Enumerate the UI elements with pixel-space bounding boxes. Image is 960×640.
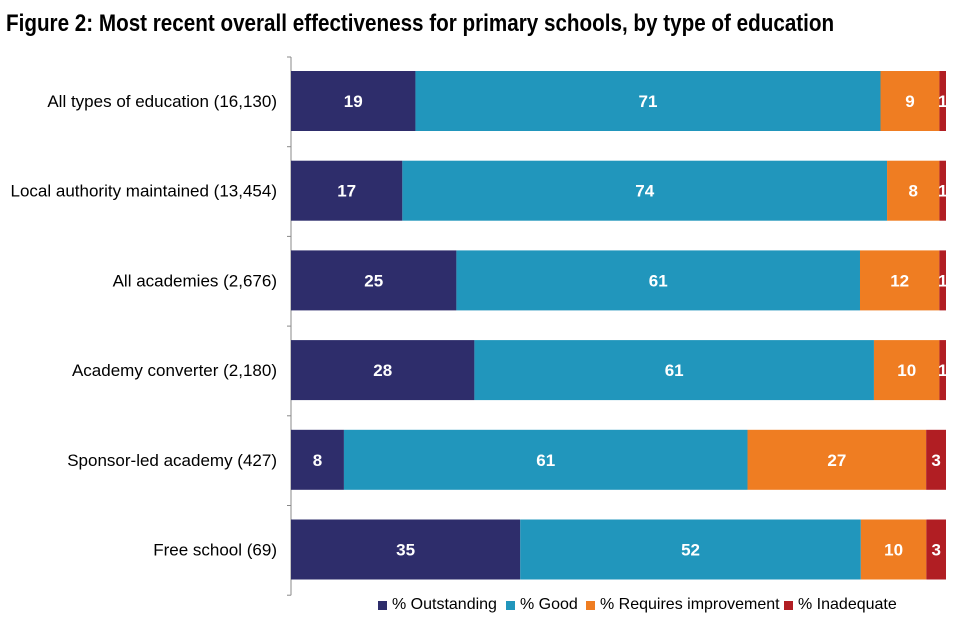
chart-title: Figure 2: Most recent overall effectiven… bbox=[6, 10, 835, 37]
bar-segment-requires_improvement bbox=[860, 519, 927, 580]
data-label-good: 61 bbox=[665, 361, 684, 380]
data-label-inadequate: 1 bbox=[938, 271, 947, 290]
category-label: All types of education (16,130) bbox=[47, 92, 277, 111]
category-label: Sponsor-led academy (427) bbox=[67, 451, 277, 470]
data-label-requires_improvement: 10 bbox=[897, 361, 916, 380]
data-label-requires_improvement: 9 bbox=[905, 92, 914, 111]
legend-swatch bbox=[784, 600, 793, 610]
data-label-outstanding: 28 bbox=[373, 361, 392, 380]
bar-segment-outstanding bbox=[291, 250, 457, 311]
bar-segment-inadequate bbox=[939, 250, 946, 311]
bar-segment-outstanding bbox=[291, 71, 416, 131]
bar-segment-inadequate bbox=[939, 160, 946, 221]
legend-item-good: % Good bbox=[506, 596, 578, 614]
category-label: All academies (2,676) bbox=[113, 271, 277, 290]
data-label-inadequate: 3 bbox=[931, 451, 940, 470]
bar-segment-requires_improvement bbox=[887, 160, 940, 221]
data-label-good: 61 bbox=[649, 271, 668, 290]
bar-segment-good bbox=[343, 429, 748, 490]
bar-segment-outstanding bbox=[291, 340, 475, 401]
category-label: Academy converter (2,180) bbox=[72, 361, 277, 380]
legend-label: % Requires improvement bbox=[600, 596, 780, 613]
bar-segment-outstanding bbox=[291, 160, 403, 221]
data-label-requires_improvement: 27 bbox=[827, 451, 846, 470]
data-label-outstanding: 19 bbox=[344, 92, 363, 111]
legend-label: % Good bbox=[520, 596, 578, 613]
legend-item-requires_improvement: % Requires improvement bbox=[586, 596, 780, 614]
category-label: Free school (69) bbox=[153, 541, 277, 560]
data-label-good: 71 bbox=[639, 92, 658, 111]
legend-swatch bbox=[586, 600, 595, 610]
data-label-requires_improvement: 10 bbox=[884, 541, 903, 560]
bar-segment-requires_improvement bbox=[880, 71, 940, 131]
stacked-bar-chart: All types of education (16,130) 19 71 9 1 Loc… bbox=[11, 56, 947, 596]
data-label-outstanding: 35 bbox=[396, 541, 415, 560]
bar-segment-good bbox=[520, 519, 861, 580]
bar-segment-outstanding bbox=[291, 519, 521, 580]
data-label-good: 52 bbox=[681, 541, 700, 560]
legend-item-inadequate: % Inadequate bbox=[784, 596, 897, 614]
bar-segment-good bbox=[415, 71, 881, 131]
bar-segment-inadequate bbox=[926, 519, 946, 580]
data-label-outstanding: 17 bbox=[337, 182, 356, 201]
data-label-outstanding: 8 bbox=[313, 451, 322, 470]
bar-segment-outstanding bbox=[291, 429, 344, 490]
data-label-inadequate: 3 bbox=[931, 541, 940, 560]
category-label: Local authority maintained (13,454) bbox=[11, 182, 278, 201]
bar-segment-requires_improvement bbox=[859, 250, 940, 311]
legend-swatch bbox=[378, 600, 387, 610]
data-label-requires_improvement: 8 bbox=[909, 182, 918, 201]
bar-segment-good bbox=[402, 160, 888, 221]
data-label-good: 61 bbox=[536, 451, 555, 470]
data-label-outstanding: 25 bbox=[364, 271, 383, 290]
legend-swatch bbox=[506, 600, 515, 610]
bar-segment-inadequate bbox=[926, 429, 946, 490]
bar-segment-requires_improvement bbox=[747, 429, 927, 490]
legend-item-outstanding: % Outstanding bbox=[378, 596, 497, 614]
data-label-inadequate: 1 bbox=[938, 182, 947, 201]
data-label-good: 74 bbox=[635, 182, 654, 201]
bar-segment-inadequate bbox=[939, 71, 946, 131]
legend: % Outstanding % Good % Requires improvemen… bbox=[0, 596, 960, 620]
bar-segment-requires_improvement bbox=[873, 340, 940, 401]
bar-segment-inadequate bbox=[939, 340, 946, 401]
data-label-requires_improvement: 12 bbox=[890, 271, 909, 290]
data-label-inadequate: 1 bbox=[938, 92, 947, 111]
legend-label: % Outstanding bbox=[392, 596, 497, 613]
legend-label: % Inadequate bbox=[798, 596, 897, 613]
data-label-inadequate: 1 bbox=[938, 361, 947, 380]
bar-segment-good bbox=[456, 250, 860, 311]
bar-segment-good bbox=[474, 340, 874, 401]
